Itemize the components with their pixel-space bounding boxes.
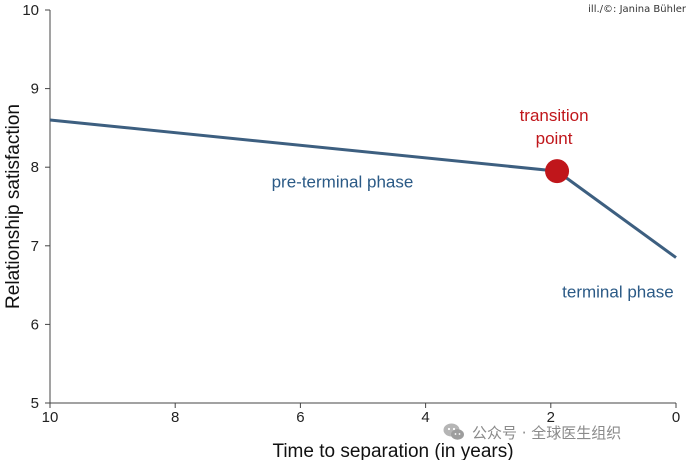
transition-point-marker [545,159,570,184]
x-tick-label: 10 [42,409,59,426]
y-tick-label: 6 [31,316,39,333]
x-tick-label: 6 [296,409,304,426]
x-tick-label: 0 [672,409,680,426]
watermark: 公众号 · 全球医生组织 [442,420,621,444]
y-axis-title: Relationship satisfaction [3,104,24,309]
ticks: 5 6 7 8 9 10 10 8 6 4 2 0 [22,2,680,426]
y-tick-label: 7 [31,238,39,255]
wechat-icon [443,423,464,440]
axes [49,10,676,404]
x-axis-title: Time to separation (in years) [272,441,513,460]
image-credit: ill./©: Janina Bühler [588,4,687,15]
x-tick-label: 8 [171,409,179,426]
x-tick-label: 2 [547,409,555,426]
transition-point-label-line-2: point [536,129,573,148]
y-tick-label: 9 [31,81,39,98]
y-tick-label: 8 [31,159,39,176]
y-tick-label: 5 [31,395,39,412]
y-tick-label: 10 [22,2,39,19]
series [49,118,677,259]
pre-terminal-phase-label: pre-terminal phase [272,172,414,191]
watermark-text: 公众号 · 全球医生组织 [472,423,622,442]
labels: Time to separation (in years) Relationsh… [3,4,687,460]
x-tick-label: 4 [421,409,429,426]
terminal-phase-label: terminal phase [562,282,674,301]
transition-point-label-line-1: transition [520,106,589,125]
